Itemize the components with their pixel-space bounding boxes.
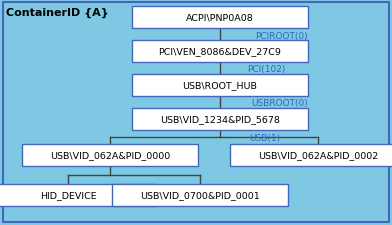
FancyBboxPatch shape — [132, 108, 308, 130]
Text: USB\VID_1234&PID_5678: USB\VID_1234&PID_5678 — [160, 115, 280, 124]
Text: USB\ROOT_HUB: USB\ROOT_HUB — [183, 81, 258, 90]
Text: USB\VID_062A&PID_0002: USB\VID_062A&PID_0002 — [258, 151, 378, 160]
Text: PCI(102): PCI(102) — [247, 65, 285, 74]
Text: USB\VID_0700&PID_0001: USB\VID_0700&PID_0001 — [140, 191, 260, 200]
Text: ContainerID {A}: ContainerID {A} — [6, 8, 109, 18]
FancyBboxPatch shape — [0, 184, 156, 206]
Text: USB(1): USB(1) — [249, 134, 280, 143]
FancyBboxPatch shape — [22, 144, 198, 166]
Text: HID_DEVICE: HID_DEVICE — [40, 191, 96, 200]
FancyBboxPatch shape — [132, 41, 308, 63]
FancyBboxPatch shape — [132, 7, 308, 29]
FancyBboxPatch shape — [132, 75, 308, 97]
Text: USBROOT(0): USBROOT(0) — [251, 99, 308, 108]
Text: PCIROOT(0): PCIROOT(0) — [255, 31, 308, 40]
Text: ACPI\PNP0A08: ACPI\PNP0A08 — [186, 14, 254, 22]
FancyBboxPatch shape — [230, 144, 392, 166]
Text: USB\VID_062A&PID_0000: USB\VID_062A&PID_0000 — [50, 151, 170, 160]
FancyBboxPatch shape — [112, 184, 288, 206]
FancyBboxPatch shape — [3, 3, 389, 222]
Text: PCI\VEN_8086&DEV_27C9: PCI\VEN_8086&DEV_27C9 — [158, 47, 281, 56]
